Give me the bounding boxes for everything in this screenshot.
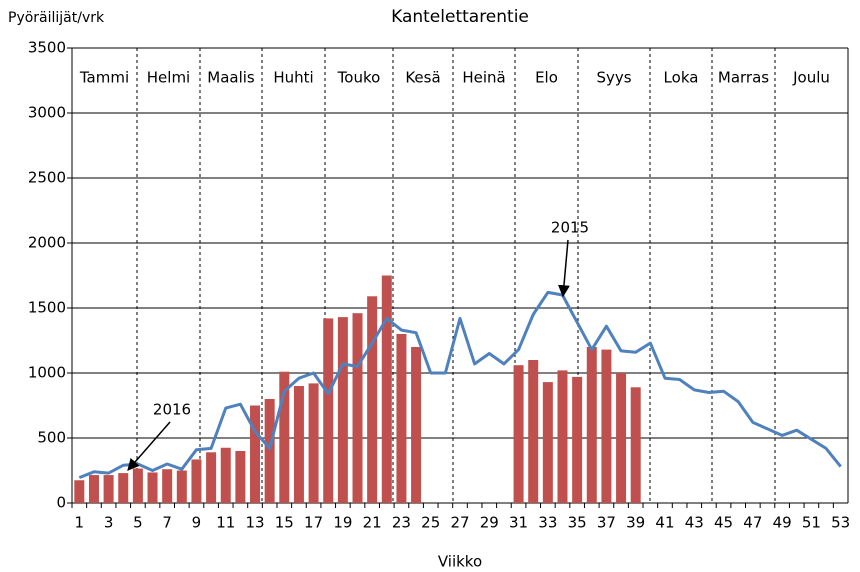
bar <box>630 387 641 503</box>
month-label: Heinä <box>462 69 505 87</box>
x-tick-label: 29 <box>480 514 499 532</box>
bar <box>411 347 422 503</box>
bar <box>220 447 231 503</box>
bar <box>264 399 275 503</box>
month-label: Elo <box>535 69 558 87</box>
month-label: Kesä <box>405 69 440 87</box>
bar <box>352 313 363 503</box>
annotation: 2015 <box>551 219 589 237</box>
month-label: Joulu <box>792 69 830 87</box>
annotation: 2016 <box>153 401 191 419</box>
bar <box>250 405 261 503</box>
x-tick-label: 17 <box>304 514 323 532</box>
bar <box>74 480 85 503</box>
bar <box>88 475 99 503</box>
month-label: Tammi <box>79 69 129 87</box>
y-tick-label: 1500 <box>28 299 66 317</box>
chart-title: Kantelettarentie <box>391 7 529 27</box>
bar <box>557 370 568 503</box>
bar <box>162 469 173 503</box>
month-label: Syys <box>596 69 631 87</box>
x-tick-label: 5 <box>133 514 143 532</box>
bar <box>513 365 524 503</box>
x-tick-label: 25 <box>421 514 440 532</box>
x-tick-label: 13 <box>245 514 264 532</box>
month-label: Huhti <box>273 69 313 87</box>
y-tick-label: 0 <box>56 494 66 512</box>
y-tick-label: 3500 <box>28 39 66 57</box>
x-tick-label: 53 <box>831 514 850 532</box>
bar <box>235 451 246 503</box>
x-tick-label: 27 <box>450 514 469 532</box>
x-axis-label: Viikko <box>438 553 482 571</box>
month-label: Loka <box>664 69 699 87</box>
x-tick-label: 43 <box>685 514 704 532</box>
y-tick-label: 1000 <box>28 364 66 382</box>
month-label: Marras <box>718 69 769 87</box>
x-tick-label: 51 <box>802 514 821 532</box>
x-tick-label: 3 <box>104 514 114 532</box>
annotation-arrow <box>557 239 570 298</box>
x-tick-label: 31 <box>509 514 528 532</box>
x-tick-label: 47 <box>743 514 762 532</box>
bar <box>616 373 627 503</box>
x-tick-label: 1 <box>75 514 85 532</box>
bar <box>528 360 539 503</box>
bar <box>176 470 187 503</box>
month-label: Helmi <box>147 69 190 87</box>
bar <box>601 349 612 503</box>
month-label: Touko <box>337 69 381 87</box>
x-tick-label: 19 <box>333 514 352 532</box>
month-label: Maalis <box>207 69 255 87</box>
bar <box>103 475 114 503</box>
x-tick-label: 49 <box>773 514 792 532</box>
y-tick-label: 2500 <box>28 169 66 187</box>
bar <box>572 376 583 503</box>
bar <box>132 468 143 503</box>
y-axis-label: Pyöräilijät/vrk <box>8 10 105 26</box>
bar <box>279 371 290 503</box>
bar <box>586 347 597 503</box>
x-tick-label: 45 <box>714 514 733 532</box>
x-tick-label: 33 <box>538 514 557 532</box>
annotation-arrow <box>127 421 171 471</box>
x-tick-label: 21 <box>363 514 382 532</box>
bar <box>542 382 553 503</box>
x-tick-label: 15 <box>275 514 294 532</box>
bar <box>323 318 334 503</box>
x-tick-label: 9 <box>192 514 202 532</box>
bar <box>191 459 202 503</box>
x-tick-label: 23 <box>392 514 411 532</box>
bar <box>147 472 158 503</box>
x-tick-label: 41 <box>655 514 674 532</box>
x-tick-label: 35 <box>568 514 587 532</box>
y-tick-label: 3000 <box>28 104 66 122</box>
bar <box>293 386 304 503</box>
bar <box>308 383 319 503</box>
y-tick-label: 500 <box>37 429 66 447</box>
x-tick-label: 7 <box>162 514 172 532</box>
x-tick-label: 37 <box>597 514 616 532</box>
bar <box>206 452 217 503</box>
bar <box>337 317 348 503</box>
bar <box>396 334 407 503</box>
bar <box>367 296 378 503</box>
x-tick-label: 11 <box>216 514 235 532</box>
x-tick-label: 39 <box>626 514 645 532</box>
line <box>78 290 842 480</box>
y-tick-label: 2000 <box>28 234 66 252</box>
bar <box>381 275 392 503</box>
bar <box>118 473 129 503</box>
